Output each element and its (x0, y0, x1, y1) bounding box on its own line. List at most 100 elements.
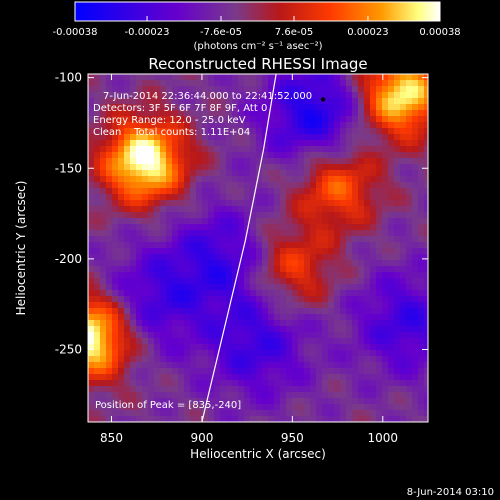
heatmap-cell (178, 410, 185, 417)
heatmap-cell (208, 350, 215, 357)
heatmap-cell (262, 392, 269, 399)
heatmap-cell (274, 170, 281, 177)
heatmap-cell (124, 290, 131, 297)
heatmap-cell (286, 344, 293, 351)
heatmap-cell (244, 344, 251, 351)
heatmap-cell (418, 308, 425, 315)
heatmap-cell (334, 254, 341, 261)
heatmap-cell (406, 140, 413, 147)
heatmap-cell (202, 290, 209, 297)
heatmap-cell (226, 212, 233, 219)
heatmap-cell (94, 362, 101, 369)
heatmap-cell (214, 200, 221, 207)
heatmap-cell (232, 404, 239, 411)
heatmap-cell (406, 176, 413, 183)
heatmap-cell (424, 302, 428, 309)
heatmap-cell (286, 362, 293, 369)
heatmap-cell (226, 344, 233, 351)
heatmap-cell (202, 92, 209, 99)
heatmap-cell (406, 98, 413, 105)
heatmap-cell (262, 98, 269, 105)
heatmap-cell (328, 236, 335, 243)
heatmap-cell (418, 134, 425, 141)
heatmap-cell (292, 224, 299, 231)
heatmap-cell (100, 194, 107, 201)
heatmap-cell (130, 170, 137, 177)
heatmap-cell (376, 362, 383, 369)
heatmap-cell (118, 212, 125, 219)
heatmap-cell (412, 290, 419, 297)
heatmap-cell (190, 104, 197, 111)
heatmap-cell (364, 314, 371, 321)
heatmap-cell (160, 194, 167, 201)
heatmap-cell (334, 302, 341, 309)
heatmap-cell (286, 134, 293, 141)
heatmap-cell (292, 338, 299, 345)
heatmap-cell (88, 248, 95, 255)
heatmap-cell (184, 326, 191, 333)
heatmap-cell (286, 308, 293, 315)
heatmap-cell (292, 326, 299, 333)
heatmap-cell (412, 404, 419, 411)
heatmap-cell (106, 230, 113, 237)
heatmap-cell (142, 104, 149, 111)
heatmap-cell (316, 116, 323, 123)
heatmap-cell (304, 194, 311, 201)
heatmap-cell (274, 92, 281, 99)
heatmap-cell (130, 152, 137, 159)
heatmap-cell (94, 188, 101, 195)
heatmap-cell (340, 284, 347, 291)
heatmap-cell (346, 146, 353, 153)
heatmap-cell (286, 200, 293, 207)
heatmap-cell (196, 356, 203, 363)
heatmap-cell (244, 404, 251, 411)
heatmap-cell (124, 86, 131, 93)
heatmap-cell (238, 344, 245, 351)
heatmap-cell (382, 230, 389, 237)
heatmap-cell (322, 416, 329, 422)
heatmap-cell (322, 320, 329, 327)
heatmap-cell (364, 80, 371, 87)
heatmap-cell (196, 230, 203, 237)
heatmap-cell (214, 152, 221, 159)
heatmap-cell (286, 338, 293, 345)
heatmap-cell (310, 290, 317, 297)
heatmap-cell (316, 80, 323, 87)
heatmap-cell (106, 344, 113, 351)
heatmap-cell (88, 296, 95, 303)
heatmap-cell (154, 74, 161, 81)
heatmap-cell (160, 272, 167, 279)
heatmap-cell (118, 260, 125, 267)
heatmap-cell (190, 248, 197, 255)
heatmap-cell (424, 320, 428, 327)
heatmap-cell (370, 290, 377, 297)
heatmap-cell (304, 338, 311, 345)
heatmap-cell (418, 146, 425, 153)
heatmap-cell (196, 368, 203, 375)
heatmap-cell (352, 116, 359, 123)
heatmap-cell (154, 350, 161, 357)
heatmap-cell (178, 200, 185, 207)
heatmap-cell (268, 164, 275, 171)
heatmap-cell (142, 176, 149, 183)
heatmap-cell (292, 152, 299, 159)
heatmap-cell (106, 416, 113, 422)
heatmap-cell (376, 386, 383, 393)
heatmap-cell (250, 284, 257, 291)
heatmap-cell (292, 116, 299, 123)
heatmap-cell (166, 410, 173, 417)
heatmap-cell (334, 140, 341, 147)
heatmap-cell (268, 188, 275, 195)
heatmap-cell (250, 326, 257, 333)
timestamp: 8-Jun-2014 03:10 (407, 487, 494, 498)
heatmap-cell (100, 236, 107, 243)
heatmap-cell (352, 350, 359, 357)
heatmap-cell (196, 272, 203, 279)
heatmap-cell (424, 230, 428, 237)
heatmap-cell (190, 176, 197, 183)
heatmap-cell (412, 146, 419, 153)
heatmap-cell (160, 314, 167, 321)
heatmap-cell (274, 272, 281, 279)
heatmap-cell (358, 290, 365, 297)
heatmap-cell (166, 188, 173, 195)
